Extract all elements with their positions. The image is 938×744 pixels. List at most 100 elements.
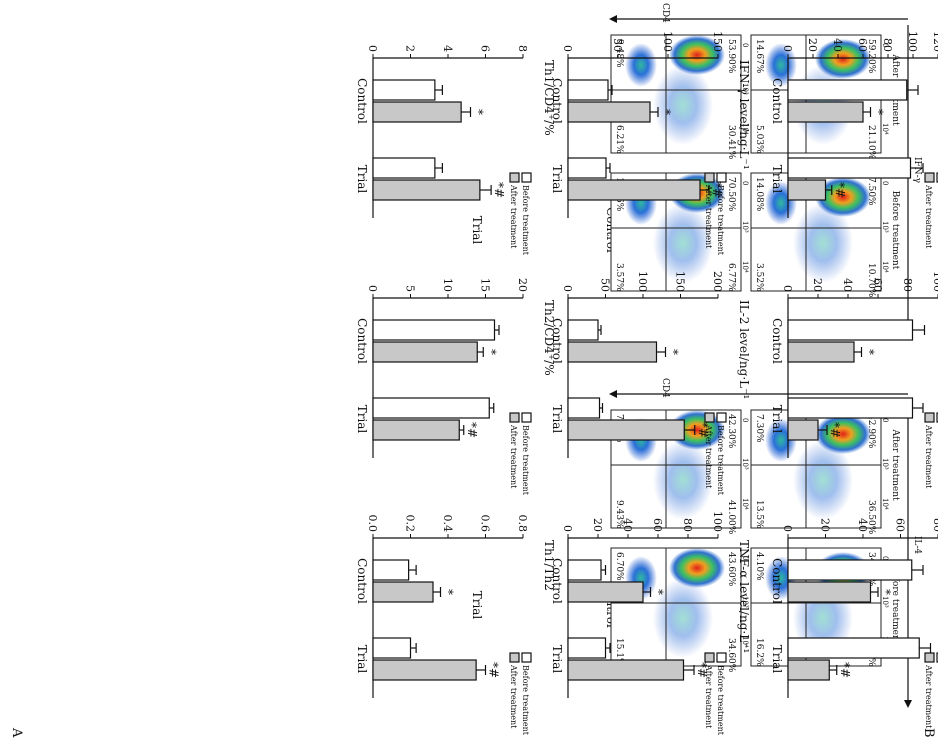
y-tick-label: 60 <box>871 278 884 292</box>
bar-after-control <box>567 581 644 603</box>
bar-after-control <box>787 581 872 603</box>
y-tick-label: 0 <box>781 45 794 52</box>
y-tick-label: 100 <box>661 31 674 52</box>
category-label: Trial <box>355 405 369 434</box>
chart-title: TNF-α level/ng·L⁻¹ <box>737 540 751 653</box>
bar-after-control <box>787 341 855 363</box>
x-tick-label: 0 <box>741 556 749 560</box>
y-tick-label: 20 <box>811 278 824 292</box>
bar-before-trial <box>372 157 436 179</box>
quadrant-value-ll: 9.48% <box>614 39 624 68</box>
y-tick-label: 0.6 <box>479 515 492 533</box>
y-tick-label: 100 <box>636 271 649 292</box>
bar-after-control <box>372 101 462 123</box>
y-tick-label: 40 <box>841 278 854 292</box>
legend-label-before: Before treatment <box>521 425 530 496</box>
y-tick-label: 80 <box>931 518 938 532</box>
y-tick-label: 60 <box>651 518 664 532</box>
quadrant-value-ul: 53.90% <box>726 39 736 74</box>
x-tick-label: 0 <box>881 556 889 560</box>
bar-before-control <box>372 559 410 581</box>
col-label-trial: Trial <box>470 216 484 245</box>
y-tick-label: 0.8 <box>516 515 529 533</box>
legend-swatch-after <box>509 412 520 423</box>
y-tick-label: 80 <box>901 278 914 292</box>
quadrant-value-lr: 9.43% <box>614 500 624 529</box>
legend-swatch-after <box>704 172 715 183</box>
category-label: Control <box>770 558 784 604</box>
legend-label-before: Before treatment <box>936 665 938 736</box>
y-tick-label: 150 <box>674 271 687 292</box>
x-tick-label: 10³ <box>741 596 749 608</box>
quadrant-value-ur: 30.41% <box>726 125 736 160</box>
bar-after-trial <box>372 419 460 441</box>
bar-before-trial <box>567 397 601 419</box>
quadrant-value-ul: 70.50% <box>726 177 736 212</box>
y-tick-label: 60 <box>894 518 907 532</box>
category-label: Control <box>550 318 564 364</box>
density-cluster <box>625 43 657 87</box>
x-tick-label: 10⁴ <box>741 123 749 135</box>
significance-mark: * <box>872 109 886 115</box>
legend-label-after: After treatment <box>704 184 713 249</box>
legend-label-after: After treatment <box>924 664 933 729</box>
legend-swatch-before <box>716 652 727 663</box>
chart-title: Th1/Th2 <box>542 540 556 591</box>
quadrant-value-ul: 7.50% <box>866 177 876 206</box>
y-tick-label: 120 <box>931 31 938 52</box>
quadrant-value-lr: 13.5% <box>754 500 764 529</box>
legend-label-after: After treatment <box>704 664 713 729</box>
category-label: Control <box>770 318 784 364</box>
legend-label-after: After treatment <box>924 424 933 489</box>
significance-mark: *# <box>465 422 479 438</box>
quadrant-value-lr: 3.57% <box>614 263 624 292</box>
y-tick-label: 0.0 <box>366 515 379 533</box>
panel-label-b: B <box>921 728 936 738</box>
category-label: Control <box>550 78 564 124</box>
bar-chart-9: IL-13 level/ng·L⁻¹020406080Before treatm… <box>770 518 938 736</box>
significance-mark: *# <box>828 422 842 438</box>
y-tick-label: 20 <box>819 518 832 532</box>
category-label: Trial <box>550 645 564 674</box>
y-tick-label: 40 <box>856 518 869 532</box>
category-label: Control <box>355 78 369 124</box>
density-spread <box>653 440 713 520</box>
category-label: Trial <box>355 165 369 194</box>
x-tick-label: 0 <box>881 418 889 422</box>
density-spread <box>653 203 713 283</box>
quadrant-value-ur: 36.50% <box>866 500 876 535</box>
bar-after-control <box>567 101 651 123</box>
legend-label-before: Before treatment <box>936 425 938 496</box>
significance-mark: * <box>863 349 877 355</box>
bar-after-trial <box>372 179 481 201</box>
bar-chart-3: Th1/Th2 0.0 0.2 0.4 0.6 0.8 Before treatmentAf… <box>355 515 556 736</box>
quadrant-value-ll: 14.67% <box>754 39 764 74</box>
x-tick-label: 10⁴ <box>881 498 889 510</box>
chart-title: IL-2 level/ng·L⁻¹ <box>737 300 751 399</box>
col-label-trial: Trial <box>470 591 484 620</box>
x-tick-label: 10⁴ <box>741 261 749 273</box>
legend-swatch-before <box>716 172 727 183</box>
legend-swatch-before <box>716 412 727 423</box>
category-label: Control <box>355 558 369 604</box>
row-label-before: Before treatment <box>890 191 900 270</box>
quadrant-value-ur: 21.10% <box>866 125 876 160</box>
y-tick-label: 0 <box>366 45 379 52</box>
x-tick-label: 10³ <box>741 83 749 95</box>
significance-mark: *# <box>696 422 710 438</box>
x-tick-label: 0 <box>741 181 749 185</box>
legend-label-before: Before treatment <box>716 665 725 736</box>
quadrant-value-ul: 43.60% <box>726 552 736 587</box>
y-tick-label: 8 <box>516 45 529 52</box>
quadrant-value-ur: 34.60% <box>726 638 736 673</box>
x-tick-label: 0 <box>741 43 749 47</box>
significance-mark: * <box>659 109 673 115</box>
y-tick-label: 60 <box>856 38 869 52</box>
bar-before-control <box>787 559 913 581</box>
category-label: Trial <box>550 405 564 434</box>
bar-after-control <box>372 341 478 363</box>
